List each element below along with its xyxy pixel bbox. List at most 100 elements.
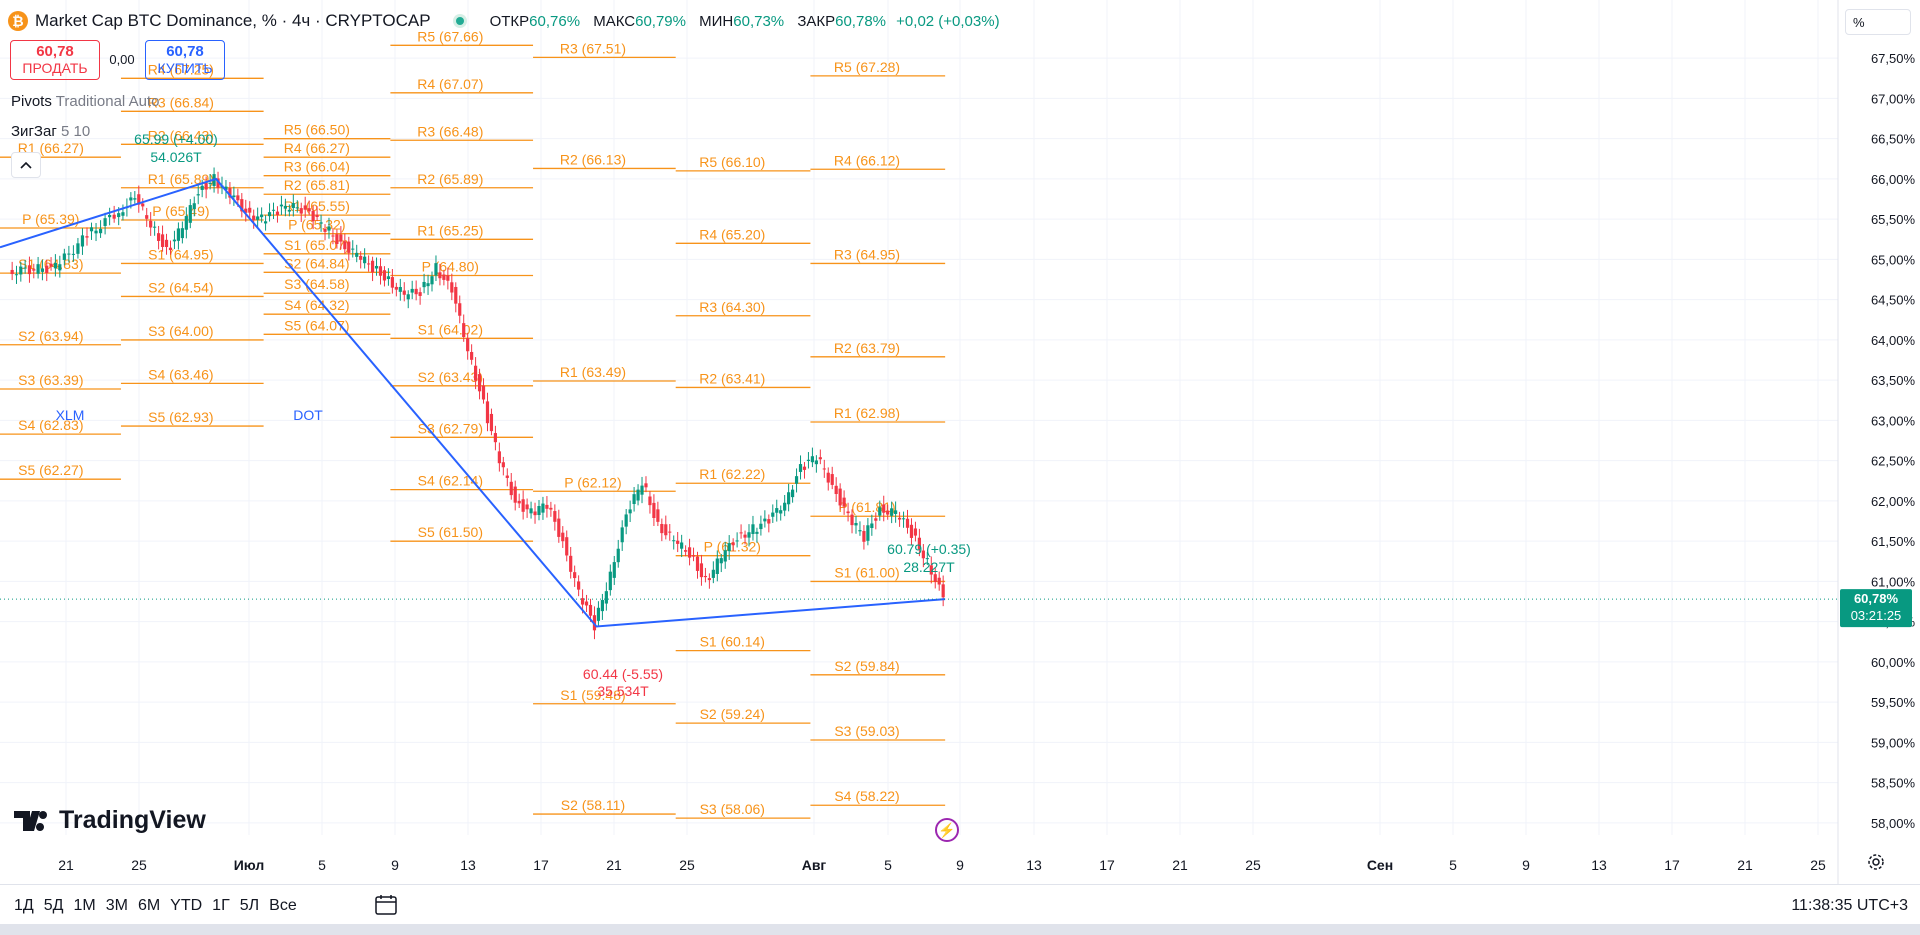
candle-body: [925, 558, 929, 560]
time-axis[interactable]: 21 25 Июл 5 9 13 17 21 25 Авг 5 9 13 17 21 25 Сен 5 9 13 17 2…: [58, 857, 1826, 873]
candle-body: [557, 518, 561, 537]
pivot-level-label: R2 (65.81): [284, 177, 350, 193]
candle-body: [438, 272, 442, 279]
symbol-title[interactable]: Market Cap BTC Dominance, % · 4ч · CRYPT…: [35, 11, 431, 30]
timeframe-3[interactable]: 3М: [105, 897, 128, 914]
calendar-icon[interactable]: [374, 893, 398, 917]
pivot-level-label: S2 (63.43): [418, 369, 483, 385]
candle-body: [862, 531, 866, 542]
pivot-level-label: S3 (64.58): [284, 276, 349, 292]
pivot-level-label: S4 (64.32): [284, 297, 349, 313]
candle-body: [783, 502, 787, 511]
candle-body: [628, 509, 632, 514]
timeframe-5[interactable]: YTD: [170, 897, 203, 914]
clock-timezone[interactable]: 11:38:35 UTC+3: [1791, 897, 1908, 914]
indicator-zigzag[interactable]: ЗигЗаг 5 10: [11, 123, 90, 140]
price-tick-label: 66,50%: [1871, 132, 1916, 147]
timeframe-1[interactable]: 5Д: [43, 897, 64, 914]
time-tick-label: 9: [1522, 857, 1530, 873]
candle-body: [668, 531, 672, 533]
candle-body: [580, 598, 585, 605]
price-axis[interactable]: 58,00%58,50%59,00%59,50%60,00%60,50%61,0…: [1837, 0, 1916, 884]
sell-button[interactable]: 60,78 ПРОДАТЬ: [10, 40, 100, 80]
ohlc-low: 60,73%: [733, 12, 785, 30]
candle-body: [347, 241, 351, 253]
pivot-level-label: S2 (59.24): [700, 706, 765, 722]
ohlc-high-label: МАКС: [593, 12, 636, 30]
ohlc-close: 60,78%: [835, 12, 886, 30]
timeframe-7[interactable]: 5Л: [239, 897, 260, 914]
candle-body: [787, 492, 791, 505]
candle-body: [711, 569, 715, 578]
candle-body: [129, 197, 133, 201]
candle-body: [600, 600, 604, 612]
candle-body: [810, 456, 815, 463]
indicator-pivots[interactable]: Pivots Traditional Auto: [11, 93, 159, 110]
price-tick-label: 62,50%: [1871, 454, 1916, 469]
scale-mode-button[interactable]: %: [1845, 9, 1911, 35]
candle-body: [67, 253, 71, 255]
timeframe-selector: 1Д 5Д 1М 3М 6М YTD 1Г 5Л Все: [10, 895, 303, 917]
candle-body: [145, 215, 149, 219]
candle-body: [331, 235, 335, 237]
candle-body: [739, 532, 743, 534]
candle-body: [367, 263, 371, 265]
timeframe-8[interactable]: Все: [269, 897, 297, 914]
candle-body: [80, 235, 85, 247]
lightning-icon[interactable]: ⚡: [935, 818, 959, 842]
grid-lines: [0, 0, 1838, 835]
bottom-panel-border: [0, 924, 1920, 935]
candle-body: [180, 228, 184, 239]
pivot-level-label: S3 (62.79): [418, 420, 483, 436]
candle-body: [505, 475, 509, 478]
candle-body: [216, 178, 220, 188]
time-tick-label: 5: [1449, 857, 1457, 873]
market-status-icon[interactable]: [452, 14, 467, 28]
collapse-legend-button[interactable]: [11, 152, 41, 178]
settings-gear-icon[interactable]: [1867, 853, 1885, 871]
candle-body: [287, 209, 291, 212]
pivot-level-label: R3 (64.95): [834, 246, 900, 262]
candle-body: [477, 374, 482, 392]
candle-body: [450, 282, 454, 293]
pivot-level-label: S2 (63.94): [18, 328, 83, 344]
candle-body: [822, 468, 826, 470]
candle-body: [794, 476, 799, 484]
pivot-level-label: S5 (61.50): [418, 524, 483, 540]
candle-body: [549, 507, 553, 510]
ohlc-low-label: МИН: [699, 12, 734, 30]
buy-button[interactable]: 60,78 КУПИТЬ: [145, 40, 225, 80]
pivot-level-label: R3 (66.04): [284, 159, 350, 175]
candle-body: [76, 243, 80, 254]
candle-body: [374, 265, 379, 269]
pivot-level-label: S3 (63.39): [18, 372, 83, 388]
candle-body: [584, 601, 589, 606]
sell-label: ПРОДАТЬ: [22, 60, 88, 76]
candle-body: [473, 365, 478, 381]
candle-body: [573, 572, 577, 579]
pivot-level-label: R5 (67.66): [417, 28, 483, 44]
candle-body: [240, 199, 244, 212]
ohlc-close-label: ЗАКР: [797, 12, 836, 30]
candle-body: [153, 226, 157, 228]
candle-body: [307, 208, 311, 212]
timeframe-4[interactable]: 6М: [137, 897, 161, 914]
price-tick-label: 59,50%: [1871, 695, 1916, 710]
timeframe-2[interactable]: 1М: [73, 897, 96, 914]
candle-body: [49, 263, 53, 267]
zigzag-line: [0, 177, 946, 628]
candle-body: [200, 185, 204, 190]
candle-body: [565, 537, 569, 556]
time-tick-label: 13: [1026, 857, 1042, 873]
timeframe-6[interactable]: 1Г: [212, 897, 230, 914]
candle-body: [596, 607, 601, 621]
annotations: XLM DOT: [0, 407, 1838, 600]
buy-price: 60,78: [166, 43, 204, 60]
pivot-level-label: R5 (66.50): [284, 122, 350, 138]
pivot-level-label: S1 (64.02): [418, 321, 483, 337]
timeframe-0[interactable]: 1Д: [14, 897, 34, 914]
zigzag-name: ЗигЗаг: [11, 123, 57, 140]
pivot-level-label: R3 (64.30): [699, 299, 765, 315]
candle-body: [466, 338, 470, 352]
